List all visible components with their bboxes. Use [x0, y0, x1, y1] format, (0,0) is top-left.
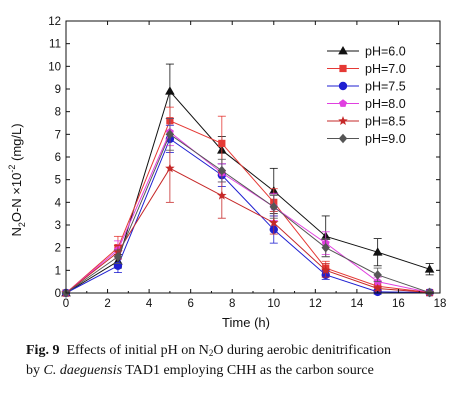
caption-line2-pre: by: [26, 363, 44, 378]
legend-label: pH=6.0: [365, 45, 406, 59]
data-point: [372, 247, 383, 256]
caption-line-1: Fig. 9 Effects of initial pH on N2O duri…: [26, 342, 462, 362]
caption-line2-post: TAD1 employing CHH as the carbon source: [122, 363, 374, 378]
data-point: [218, 139, 226, 147]
y-tick-label: 2: [55, 243, 61, 255]
legend-item: pH=9.0: [327, 132, 406, 146]
data-point: [373, 270, 382, 280]
legend-item: pH=8.5: [327, 115, 406, 129]
x-tick-label: 6: [187, 298, 193, 310]
series-line: [65, 138, 430, 294]
y-axis-title-pre: N: [9, 227, 24, 236]
y-tick-label: 1: [55, 265, 61, 277]
series-line: [65, 90, 430, 294]
legend-label: pH=8.0: [365, 97, 406, 111]
x-tick-label: 12: [309, 298, 322, 310]
caption-label: Fig. 9: [26, 343, 60, 358]
y-tick-label: 0: [55, 288, 61, 300]
x-tick-label: 14: [350, 298, 363, 310]
legend-marker: [339, 99, 347, 107]
data-point: [321, 242, 330, 253]
y-tick-label: 12: [48, 16, 61, 28]
data-point: [269, 217, 279, 227]
caption-species: C. daeguensis: [43, 363, 123, 378]
legend-label: pH=9.0: [365, 132, 406, 146]
series-line: [65, 167, 430, 294]
data-point: [165, 86, 175, 95]
series-line: [65, 131, 430, 294]
legend-label: pH=7.5: [365, 80, 406, 94]
legend-item: pH=7.0: [327, 62, 406, 76]
legend-marker: [339, 64, 347, 73]
data-point: [424, 264, 435, 273]
legend-item: pH=6.0: [327, 45, 406, 59]
x-tick-label: 4: [146, 298, 153, 310]
y-axis-title: N2O-N ×10-2 (mg/L): [7, 123, 27, 236]
y-tick-label: 3: [55, 220, 61, 232]
data-point: [320, 265, 331, 275]
x-tick-label: 8: [229, 298, 235, 310]
legend-marker: [338, 81, 348, 91]
data-point: [165, 129, 175, 140]
y-tick-label: 5: [55, 175, 61, 187]
legend-item: pH=8.0: [327, 97, 406, 111]
y-axis-title-sub: 2: [17, 222, 27, 227]
legend-label: pH=8.5: [365, 115, 406, 129]
series-line: [65, 120, 430, 294]
series-pH-9-0: [61, 118, 434, 298]
legend-label: pH=7.0: [365, 62, 406, 76]
legend-item: pH=7.5: [327, 80, 406, 94]
y-tick-label: 7: [55, 129, 61, 141]
series-line: [65, 133, 430, 294]
y-tick-label: 11: [49, 39, 61, 51]
caption-line1-sub: 2: [208, 348, 214, 358]
x-tick-label: 2: [104, 298, 110, 310]
data-point: [372, 283, 383, 293]
data-point: [217, 165, 227, 176]
caption-line-2: by C. daeguensis TAD1 employing CHH as t…: [26, 362, 462, 380]
y-axis-title-post: (mg/L): [9, 123, 24, 164]
data-point: [217, 190, 227, 200]
y-tick-label: 4: [55, 197, 62, 209]
legend-marker: [338, 46, 348, 55]
data-point: [165, 163, 175, 173]
y-tick-label: 8: [55, 107, 61, 119]
legend-marker: [338, 116, 348, 126]
y-tick-label: 10: [48, 61, 61, 73]
y-tick-label: 6: [55, 152, 61, 164]
y-axis-title-sup: -2: [7, 165, 17, 173]
data-point: [113, 251, 123, 262]
x-tick-label: 0: [63, 298, 69, 310]
caption-line1-pre: Effects of initial pH on N: [66, 343, 209, 358]
x-tick-label: 16: [392, 298, 405, 310]
data-point: [269, 202, 278, 212]
y-tick-label: 9: [55, 84, 61, 96]
x-tick-label: 10: [267, 298, 280, 310]
x-tick-label: 18: [434, 298, 447, 310]
caption-line1-post: O during aerobic denitrification: [213, 343, 392, 358]
x-axis-title: Time (h): [222, 315, 270, 330]
legend-marker: [338, 133, 348, 144]
figure-caption: Fig. 9 Effects of initial pH on N2O duri…: [26, 342, 462, 380]
y-axis-title-mid: O-N ×10: [9, 173, 24, 223]
